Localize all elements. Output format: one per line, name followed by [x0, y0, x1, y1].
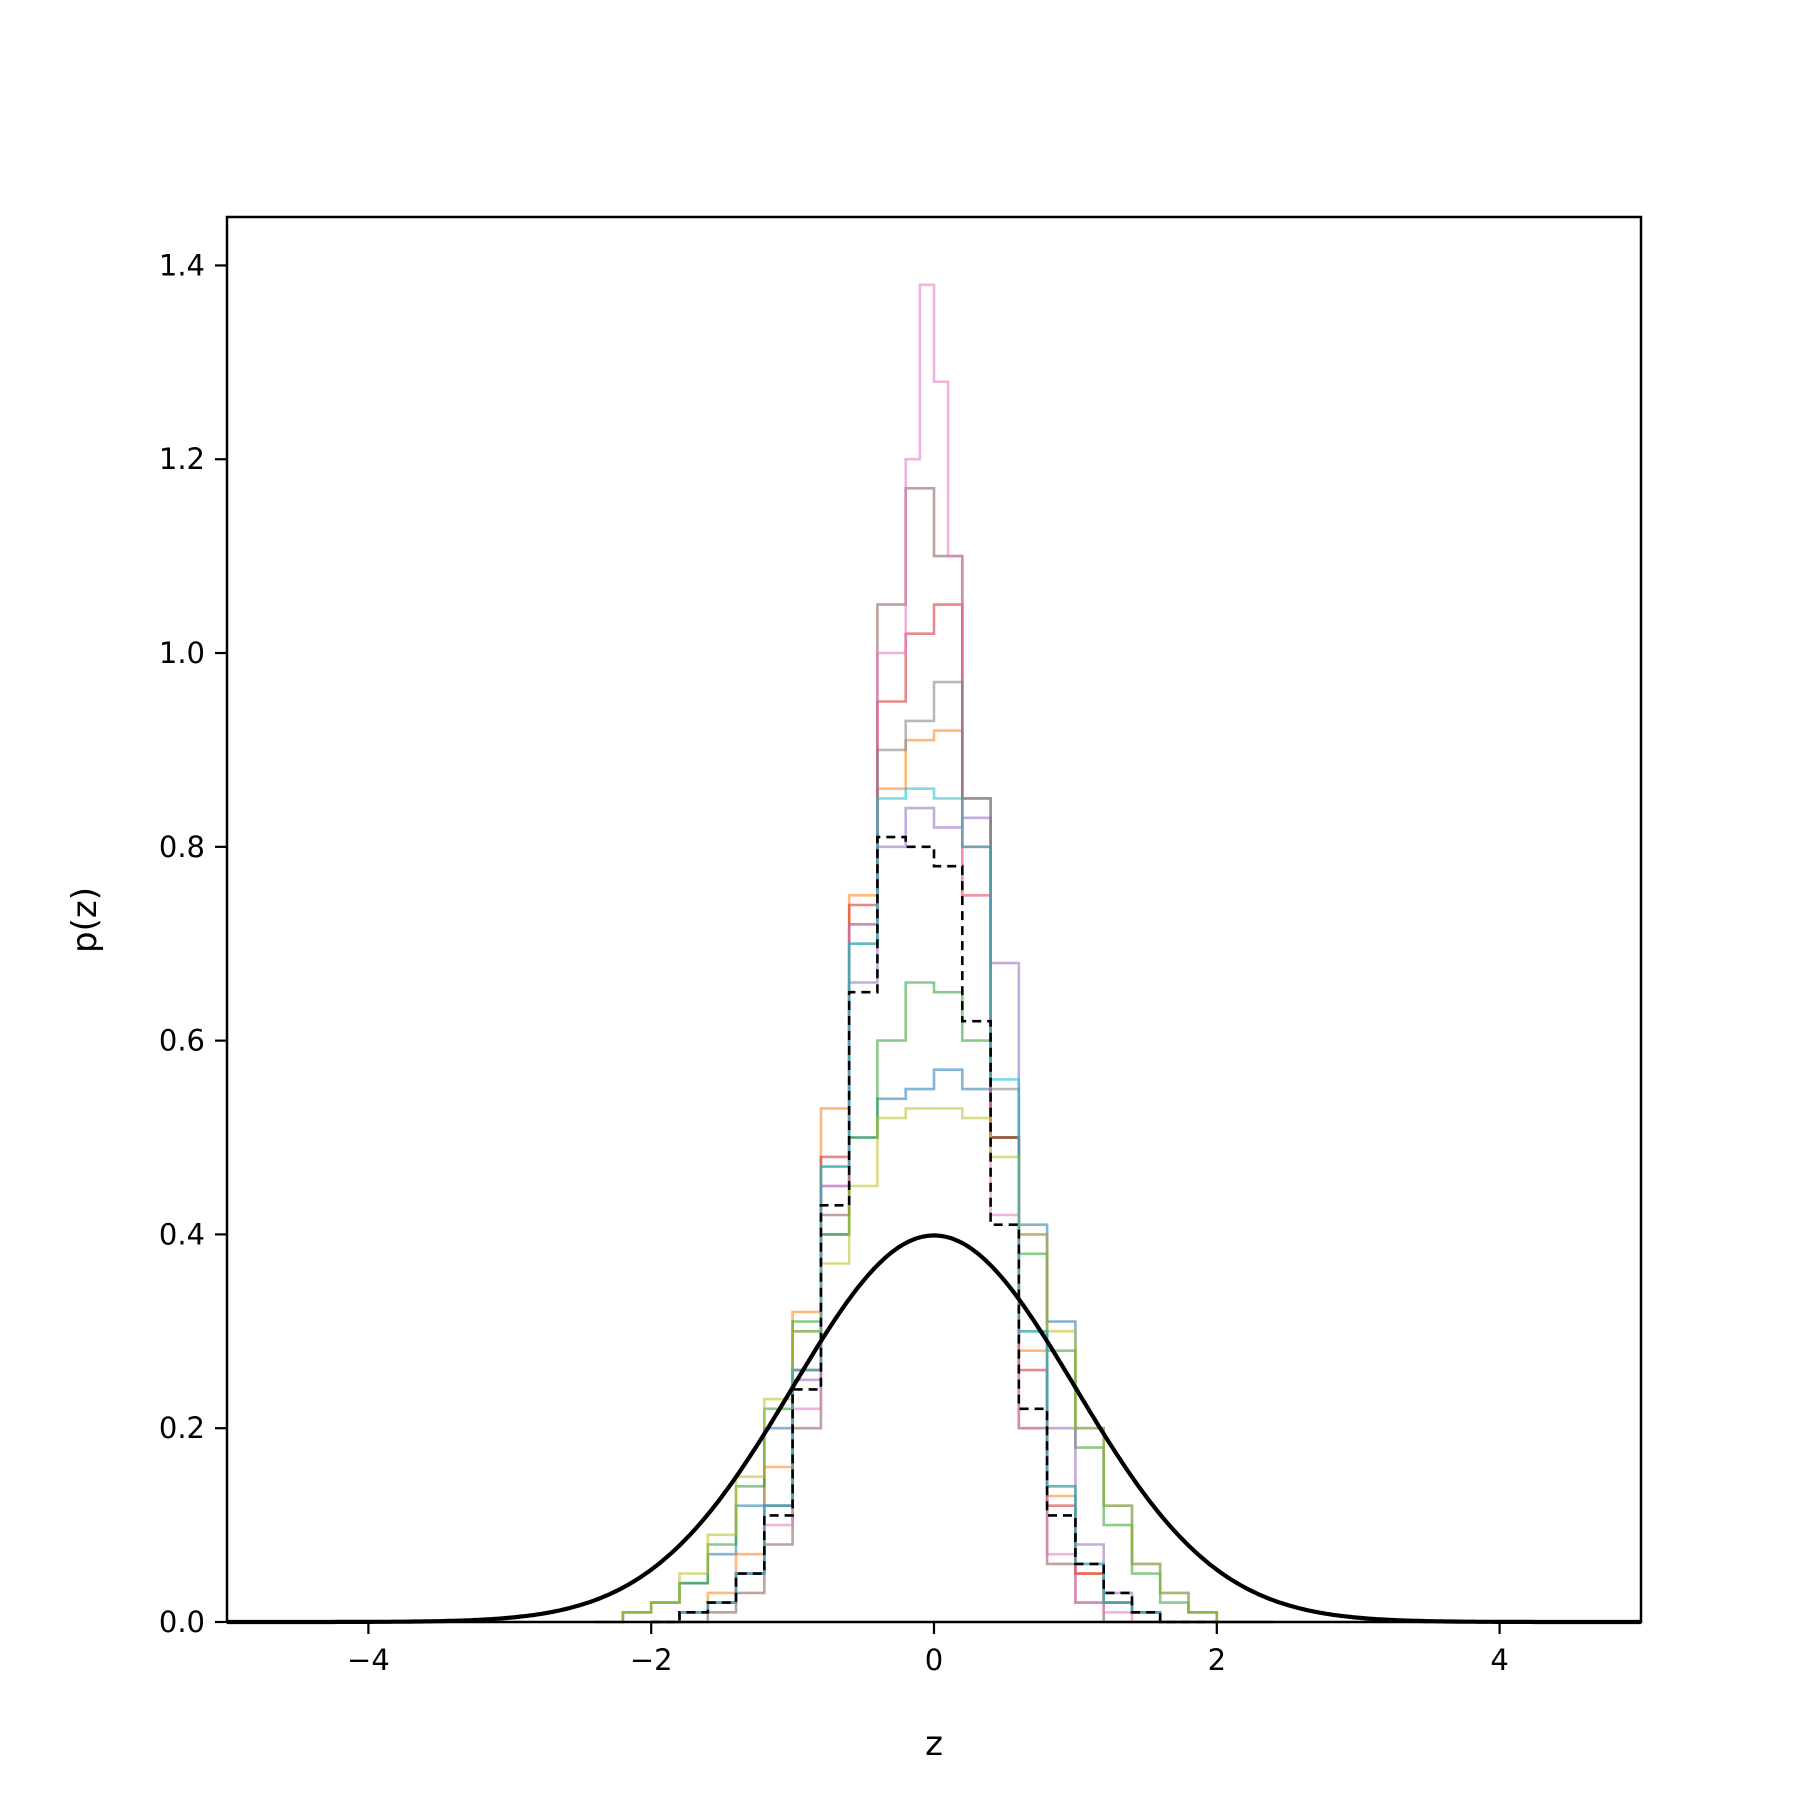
normal-reference-curve [227, 1233, 1641, 1625]
y-tick-label: 0.6 [159, 1024, 205, 1058]
y-tick-label: 1.4 [159, 248, 205, 282]
y-tick-label: 0.2 [159, 1411, 205, 1445]
y-tick-label: 0.4 [159, 1217, 205, 1251]
curve-layer [227, 1233, 1641, 1625]
y-tick-label: 1.0 [159, 636, 205, 670]
x-tick-label: 4 [1490, 1643, 1508, 1677]
aggregate-layer [651, 835, 1217, 1624]
y-tick-label: 0.0 [159, 1605, 205, 1639]
series-histogram-7 [651, 283, 1161, 1624]
x-axis-label: z [925, 1724, 943, 1764]
y-tick-label: 0.8 [159, 830, 205, 864]
aggregate-histogram [651, 835, 1217, 1624]
x-tick-label: 2 [1208, 1643, 1226, 1677]
series-histogram-1 [594, 1068, 1274, 1624]
x-axis: −4 −2 0 2 4 [347, 1622, 1509, 1677]
series-histogram-4 [651, 603, 1217, 1624]
series-layer [594, 283, 1274, 1624]
x-tick-label: 0 [925, 1643, 943, 1677]
x-tick-label: −2 [630, 1643, 673, 1677]
series-histogram-9 [594, 1107, 1274, 1624]
y-axis: 0.0 0.2 0.4 0.6 0.8 1.0 1.2 1.4 [159, 248, 227, 1639]
x-tick-label: −4 [347, 1643, 390, 1677]
y-axis-label: p(z) [65, 887, 105, 953]
series-histogram-6 [651, 487, 1217, 1624]
y-tick-label: 1.2 [159, 442, 205, 476]
plot-frame [225, 215, 1643, 1624]
